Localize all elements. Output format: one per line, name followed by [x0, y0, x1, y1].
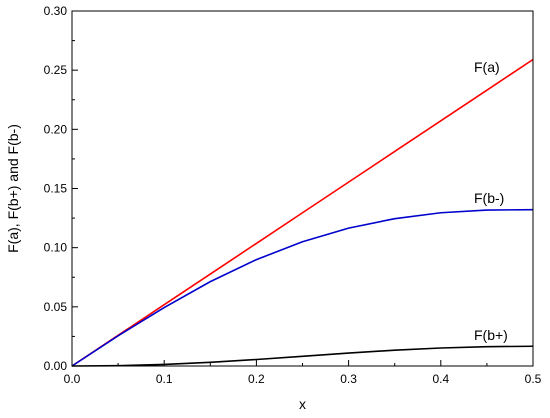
y-tick-label: 0.15 [44, 182, 68, 196]
x-tick-label: 0.1 [156, 372, 173, 386]
y-tick-label: 0.05 [44, 300, 68, 314]
x-tick-label: 0.0 [64, 372, 81, 386]
series-line-fb-minus [71, 208, 534, 367]
series-line-fa [71, 58, 534, 367]
x-tick-label: 0.4 [432, 372, 449, 386]
series-line-fb-plus [71, 345, 534, 367]
series-labels: F(a) F(b-) F(b+) [474, 59, 508, 343]
x-tick-label: 0.3 [340, 372, 357, 386]
x-axis-title: x [299, 396, 306, 412]
y-tick-label: 0.00 [44, 359, 68, 373]
x-tick-label: 0.2 [248, 372, 265, 386]
series-label-fb-plus: F(b+) [474, 327, 508, 343]
plot-frame [71, 10, 534, 367]
y-axis-title: F(a), F(b+) and F(b-) [5, 124, 21, 253]
series-label-fa: F(a) [474, 59, 500, 75]
series-label-fb-minus: F(b-) [474, 190, 504, 206]
y-tick-label: 0.25 [44, 63, 68, 77]
series-lines [71, 58, 534, 367]
y-tick-label: 0.20 [44, 122, 68, 136]
x-tick-label: 0.5 [525, 372, 542, 386]
tick-labels: 0.0 0.1 0.2 0.3 0.4 0.5 0.00 0.05 0.10 0.15 0.20 0.… [44, 4, 542, 386]
y-tick-label: 0.10 [44, 241, 68, 255]
y-tick-label: 0.30 [44, 4, 68, 18]
